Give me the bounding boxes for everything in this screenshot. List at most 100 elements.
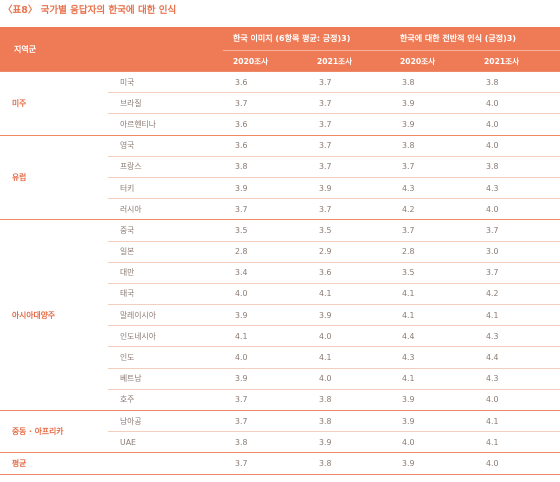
value-overall-2021: 4.3 (474, 176, 560, 199)
country-label: 미국 (108, 70, 223, 93)
region-label: 미주 (0, 71, 108, 136)
table-row: 중동 · 아프리카 남아공 3.7 3.8 3.9 4.1 (0, 409, 560, 453)
value-image-2021: 3.7 (307, 70, 390, 93)
value-image-2021: 4.0 (307, 367, 390, 390)
table-row: 평균 3.7 3.8 3.9 4.0 (0, 452, 560, 475)
value-image-2020: 3.6 (223, 70, 307, 93)
table-row: 인도네시아 4.1 4.0 4.4 4.3 (0, 325, 560, 347)
table-row: 터키 3.9 3.9 4.3 4.3 (0, 176, 560, 199)
value-overall-2021: 4.1 (474, 409, 560, 432)
country-label: 중국 (108, 219, 223, 241)
table-row: 태국 4.0 4.1 4.1 4.2 (0, 282, 560, 305)
value-overall-2020: 3.5 (390, 261, 474, 284)
value-image-2021: 3.7 (307, 198, 390, 220)
value-image-2021: 3.9 (307, 304, 390, 326)
value-image-2021: 3.7 (307, 113, 390, 136)
header-overall-perception: 한국에 대한 전반적 인식 (긍정)3) (390, 27, 560, 51)
value-image-2020: 4.0 (223, 282, 307, 305)
country-label: 러시아 (108, 198, 223, 220)
value-overall-2020: 4.1 (390, 282, 474, 305)
value-image-2020: 3.7 (223, 92, 307, 114)
table-row: 베트남 3.9 4.0 4.1 4.3 (0, 367, 560, 390)
value-overall-2020: 4.1 (390, 304, 474, 326)
country-label: 아르헨티나 (108, 113, 223, 136)
value-overall-2020: 4.2 (390, 198, 474, 220)
table-row: 프랑스 3.8 3.7 3.7 3.8 (0, 155, 560, 178)
value-image-2020: 3.8 (223, 431, 307, 453)
value-image-2020: 3.8 (223, 155, 307, 178)
table-row: 대만 3.4 3.6 3.5 3.7 (0, 261, 560, 284)
value-overall-2021: 3.7 (474, 261, 560, 284)
value-image-2020: 2.8 (223, 240, 307, 263)
country-label: 말레이시아 (108, 304, 223, 326)
table-row: 아르헨티나 3.6 3.7 3.9 4.0 (0, 113, 560, 136)
value-overall-2020: 3.8 (390, 70, 474, 93)
value-overall-2020: 3.9 (390, 452, 474, 475)
region-label: 평균 (0, 452, 108, 475)
value-image-2020: 3.9 (223, 367, 307, 390)
region-label: 아시아대양주 (0, 219, 108, 411)
header-region: 지역군 (0, 27, 223, 72)
table-row: UAE 3.8 3.9 4.0 4.1 (0, 431, 560, 453)
table-row: 브라질 3.7 3.7 3.9 4.0 (0, 92, 560, 114)
value-image-2020: 3.7 (223, 388, 307, 411)
table-caption: 〈표8〉 국가별 응답자의 한국에 대한 인식 (3, 5, 177, 16)
table-row: 일본 2.8 2.9 2.8 3.0 (0, 240, 560, 263)
value-overall-2021: 4.1 (474, 431, 560, 453)
value-overall-2021: 4.4 (474, 346, 560, 369)
value-overall-2020: 3.9 (390, 92, 474, 114)
value-image-2020: 3.6 (223, 113, 307, 136)
value-overall-2020: 4.3 (390, 346, 474, 369)
perception-table: 지역군 한국 이미지 (6항목 평균: 긍정)3) 한국에 대한 전반적 인식 … (0, 27, 560, 475)
value-overall-2021: 4.0 (474, 452, 560, 475)
country-label: 프랑스 (108, 155, 223, 178)
value-image-2020: 3.7 (223, 452, 307, 475)
value-image-2020: 3.5 (223, 219, 307, 241)
value-image-2021: 3.7 (307, 134, 390, 157)
value-overall-2020: 3.9 (390, 409, 474, 432)
value-overall-2021: 4.1 (474, 304, 560, 326)
table-row: 미주 미국 3.6 3.7 3.8 3.8 (0, 70, 560, 136)
value-image-2021: 3.7 (307, 92, 390, 114)
table-row: 유럽 영국 3.6 3.7 3.8 4.0 (0, 134, 560, 220)
value-overall-2020: 2.8 (390, 240, 474, 263)
value-image-2021: 3.8 (307, 452, 390, 475)
value-image-2020: 3.9 (223, 176, 307, 199)
country-label (108, 452, 223, 475)
value-overall-2021: 3.8 (474, 70, 560, 93)
country-label: 남아공 (108, 409, 223, 432)
value-image-2021: 3.8 (307, 409, 390, 432)
value-image-2020: 3.4 (223, 261, 307, 284)
header-overall-2021: 2021조사 (474, 50, 560, 72)
table-row: 러시아 3.7 3.7 4.2 4.0 (0, 198, 560, 220)
value-image-2021: 3.8 (307, 388, 390, 411)
value-overall-2021: 4.0 (474, 113, 560, 136)
country-label: 호주 (108, 388, 223, 411)
value-overall-2020: 3.7 (390, 219, 474, 241)
country-label: 영국 (108, 134, 223, 157)
value-overall-2021: 4.0 (474, 134, 560, 157)
value-overall-2021: 4.2 (474, 282, 560, 305)
value-overall-2020: 3.8 (390, 134, 474, 157)
value-overall-2021: 3.0 (474, 240, 560, 263)
value-image-2021: 3.7 (307, 155, 390, 178)
value-image-2020: 3.9 (223, 304, 307, 326)
country-label: 인도네시아 (108, 325, 223, 347)
value-image-2020: 3.7 (223, 409, 307, 432)
value-overall-2020: 4.0 (390, 431, 474, 453)
value-image-2020: 4.1 (223, 325, 307, 347)
value-overall-2020: 4.1 (390, 367, 474, 390)
value-image-2021: 3.5 (307, 219, 390, 241)
country-label: 대만 (108, 261, 223, 284)
country-label: 터키 (108, 176, 223, 199)
value-image-2021: 3.9 (307, 176, 390, 199)
header-image-2020: 2020조사 (223, 50, 307, 72)
table-row: 아시아대양주 중국 3.5 3.5 3.7 3.7 (0, 219, 560, 411)
country-label: 태국 (108, 282, 223, 305)
country-label: 베트남 (108, 367, 223, 390)
value-overall-2021: 3.8 (474, 155, 560, 178)
value-overall-2020: 3.9 (390, 388, 474, 411)
table-body: 미주 미국 3.6 3.7 3.8 3.8 브라질 3.7 3.7 3.9 4.0 아르헨티나 3.6 3… (0, 70, 560, 475)
table-row: 호주 3.7 3.8 3.9 4.0 (0, 388, 560, 411)
value-overall-2020: 3.9 (390, 113, 474, 136)
